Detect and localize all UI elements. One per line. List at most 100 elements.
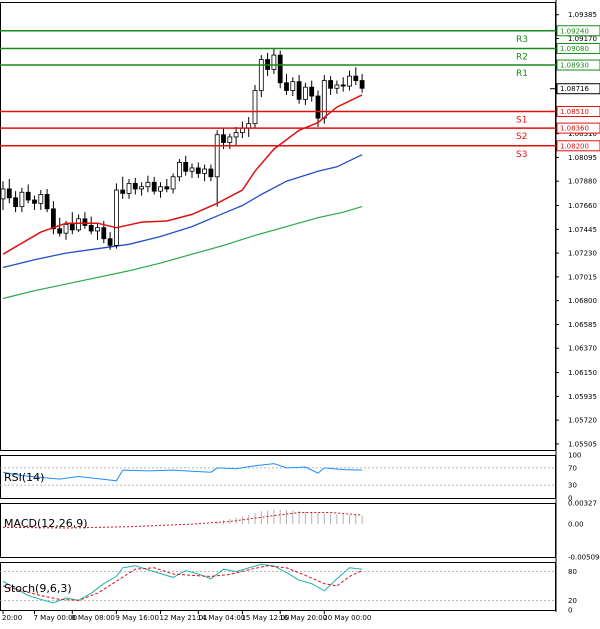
stoch-tick-label: 0 bbox=[568, 607, 572, 615]
candle bbox=[359, 73, 365, 93]
time-tick-label: 20:00 bbox=[2, 614, 22, 622]
macd-signal-line bbox=[2, 512, 363, 529]
candle bbox=[347, 70, 352, 91]
bull-candle-body bbox=[139, 186, 145, 190]
candle bbox=[126, 178, 132, 199]
bear-candle-body bbox=[328, 80, 334, 89]
candle bbox=[145, 175, 151, 193]
bull-candle-body bbox=[227, 136, 233, 143]
bull-candle-body bbox=[63, 223, 69, 234]
candle bbox=[120, 176, 126, 199]
price-tick-label: 1.09385 bbox=[568, 11, 597, 19]
candle bbox=[328, 76, 334, 95]
bear-candle-body bbox=[296, 81, 302, 100]
bull-candle-body bbox=[189, 167, 195, 172]
candle bbox=[202, 164, 208, 182]
time-tick-label: 8 May 08:00 bbox=[71, 614, 115, 622]
bear-candle-body bbox=[277, 54, 283, 84]
level-price-tag bbox=[556, 59, 600, 71]
level-price-label: 1.08510 bbox=[560, 108, 589, 116]
bull-candle-body bbox=[95, 227, 100, 232]
level-name-r2: R2 bbox=[516, 52, 528, 62]
candle bbox=[252, 84, 258, 129]
level-name-s1: S1 bbox=[516, 116, 527, 126]
time-tick-label: 15 May 12:00 bbox=[241, 614, 289, 622]
macd-tick-label: 0.00327 bbox=[568, 500, 597, 508]
rsi-label: RSI(14) bbox=[4, 471, 44, 484]
price-tick-label: 1.07880 bbox=[568, 178, 597, 186]
bull-candle-body bbox=[233, 132, 239, 138]
candle bbox=[164, 178, 170, 193]
candle bbox=[0, 181, 6, 210]
bull-candle-body bbox=[321, 80, 327, 119]
stoch-tick-label: 20 bbox=[568, 597, 577, 605]
bull-candle-body bbox=[258, 59, 264, 91]
candle bbox=[271, 48, 277, 74]
rsi-tick-label: 70 bbox=[568, 464, 577, 472]
bull-candle-body bbox=[170, 176, 176, 190]
bear-candle-body bbox=[208, 168, 214, 178]
candle bbox=[334, 80, 340, 94]
bear-candle-body bbox=[183, 161, 189, 172]
candle bbox=[233, 126, 239, 146]
bull-candle-body bbox=[126, 183, 132, 194]
level-price-tag bbox=[556, 122, 600, 134]
price-tick-label: 1.05720 bbox=[568, 417, 597, 425]
candle bbox=[315, 90, 321, 127]
price-tick-label: 1.06370 bbox=[568, 345, 597, 353]
candle bbox=[353, 67, 359, 85]
level-price-label: 1.08200 bbox=[560, 142, 589, 150]
bear-candle-body bbox=[359, 80, 365, 89]
level-price-tag bbox=[556, 106, 600, 118]
candle bbox=[95, 223, 100, 240]
bull-candle-body bbox=[214, 134, 220, 178]
bull-candle-body bbox=[176, 161, 182, 178]
bull-candle-body bbox=[19, 191, 25, 208]
bear-candle-body bbox=[195, 167, 201, 174]
bear-candle-body bbox=[57, 228, 63, 234]
price-tick-label: 1.08095 bbox=[568, 154, 597, 162]
level-price-label: 1.09080 bbox=[560, 45, 589, 53]
price-tick-label: 1.08310 bbox=[568, 130, 597, 138]
bear-candle-body bbox=[32, 199, 37, 204]
time-tick-label: 14 May 04:00 bbox=[197, 614, 245, 622]
level-name-r1: R1 bbox=[516, 69, 528, 79]
rsi-line bbox=[2, 463, 363, 482]
bull-candle-body bbox=[145, 181, 151, 188]
bull-candle-body bbox=[158, 186, 163, 192]
bear-candle-body bbox=[309, 86, 315, 97]
bull-candle-body bbox=[114, 189, 119, 246]
bear-candle-body bbox=[69, 223, 75, 231]
candle bbox=[25, 184, 31, 204]
candle bbox=[296, 75, 302, 104]
candle bbox=[258, 55, 264, 98]
level-price-tag bbox=[556, 140, 600, 152]
rsi-tick-label: 30 bbox=[568, 482, 577, 490]
price-tick-label: 1.07660 bbox=[568, 202, 597, 210]
price-tick-label: 1.06585 bbox=[568, 321, 597, 329]
time-tick-label: 9 May 16:00 bbox=[115, 614, 159, 622]
candle bbox=[284, 73, 289, 95]
candle bbox=[170, 173, 176, 194]
bull-candle-body bbox=[76, 218, 81, 231]
candle bbox=[44, 188, 50, 213]
ma-red-line bbox=[2, 94, 363, 255]
current-price-tag bbox=[556, 83, 600, 95]
rsi-tick-label: 0 bbox=[568, 495, 572, 503]
candle bbox=[340, 77, 346, 92]
price-tick-label: 1.07230 bbox=[568, 250, 597, 258]
macd-tick-label: -0.005094 bbox=[568, 554, 600, 562]
bear-candle-body bbox=[88, 225, 94, 232]
bear-candle-body bbox=[51, 208, 56, 230]
stoch-label: Stoch(9,6,3) bbox=[4, 582, 72, 595]
bear-candle-body bbox=[25, 191, 31, 201]
bull-candle-body bbox=[0, 188, 6, 200]
candle bbox=[195, 162, 201, 178]
price-tick-label: 1.05505 bbox=[568, 440, 597, 448]
bear-candle-body bbox=[132, 183, 138, 190]
candle bbox=[309, 80, 315, 102]
candle bbox=[63, 221, 69, 240]
macd-label: MACD(12,26,9) bbox=[4, 517, 88, 530]
